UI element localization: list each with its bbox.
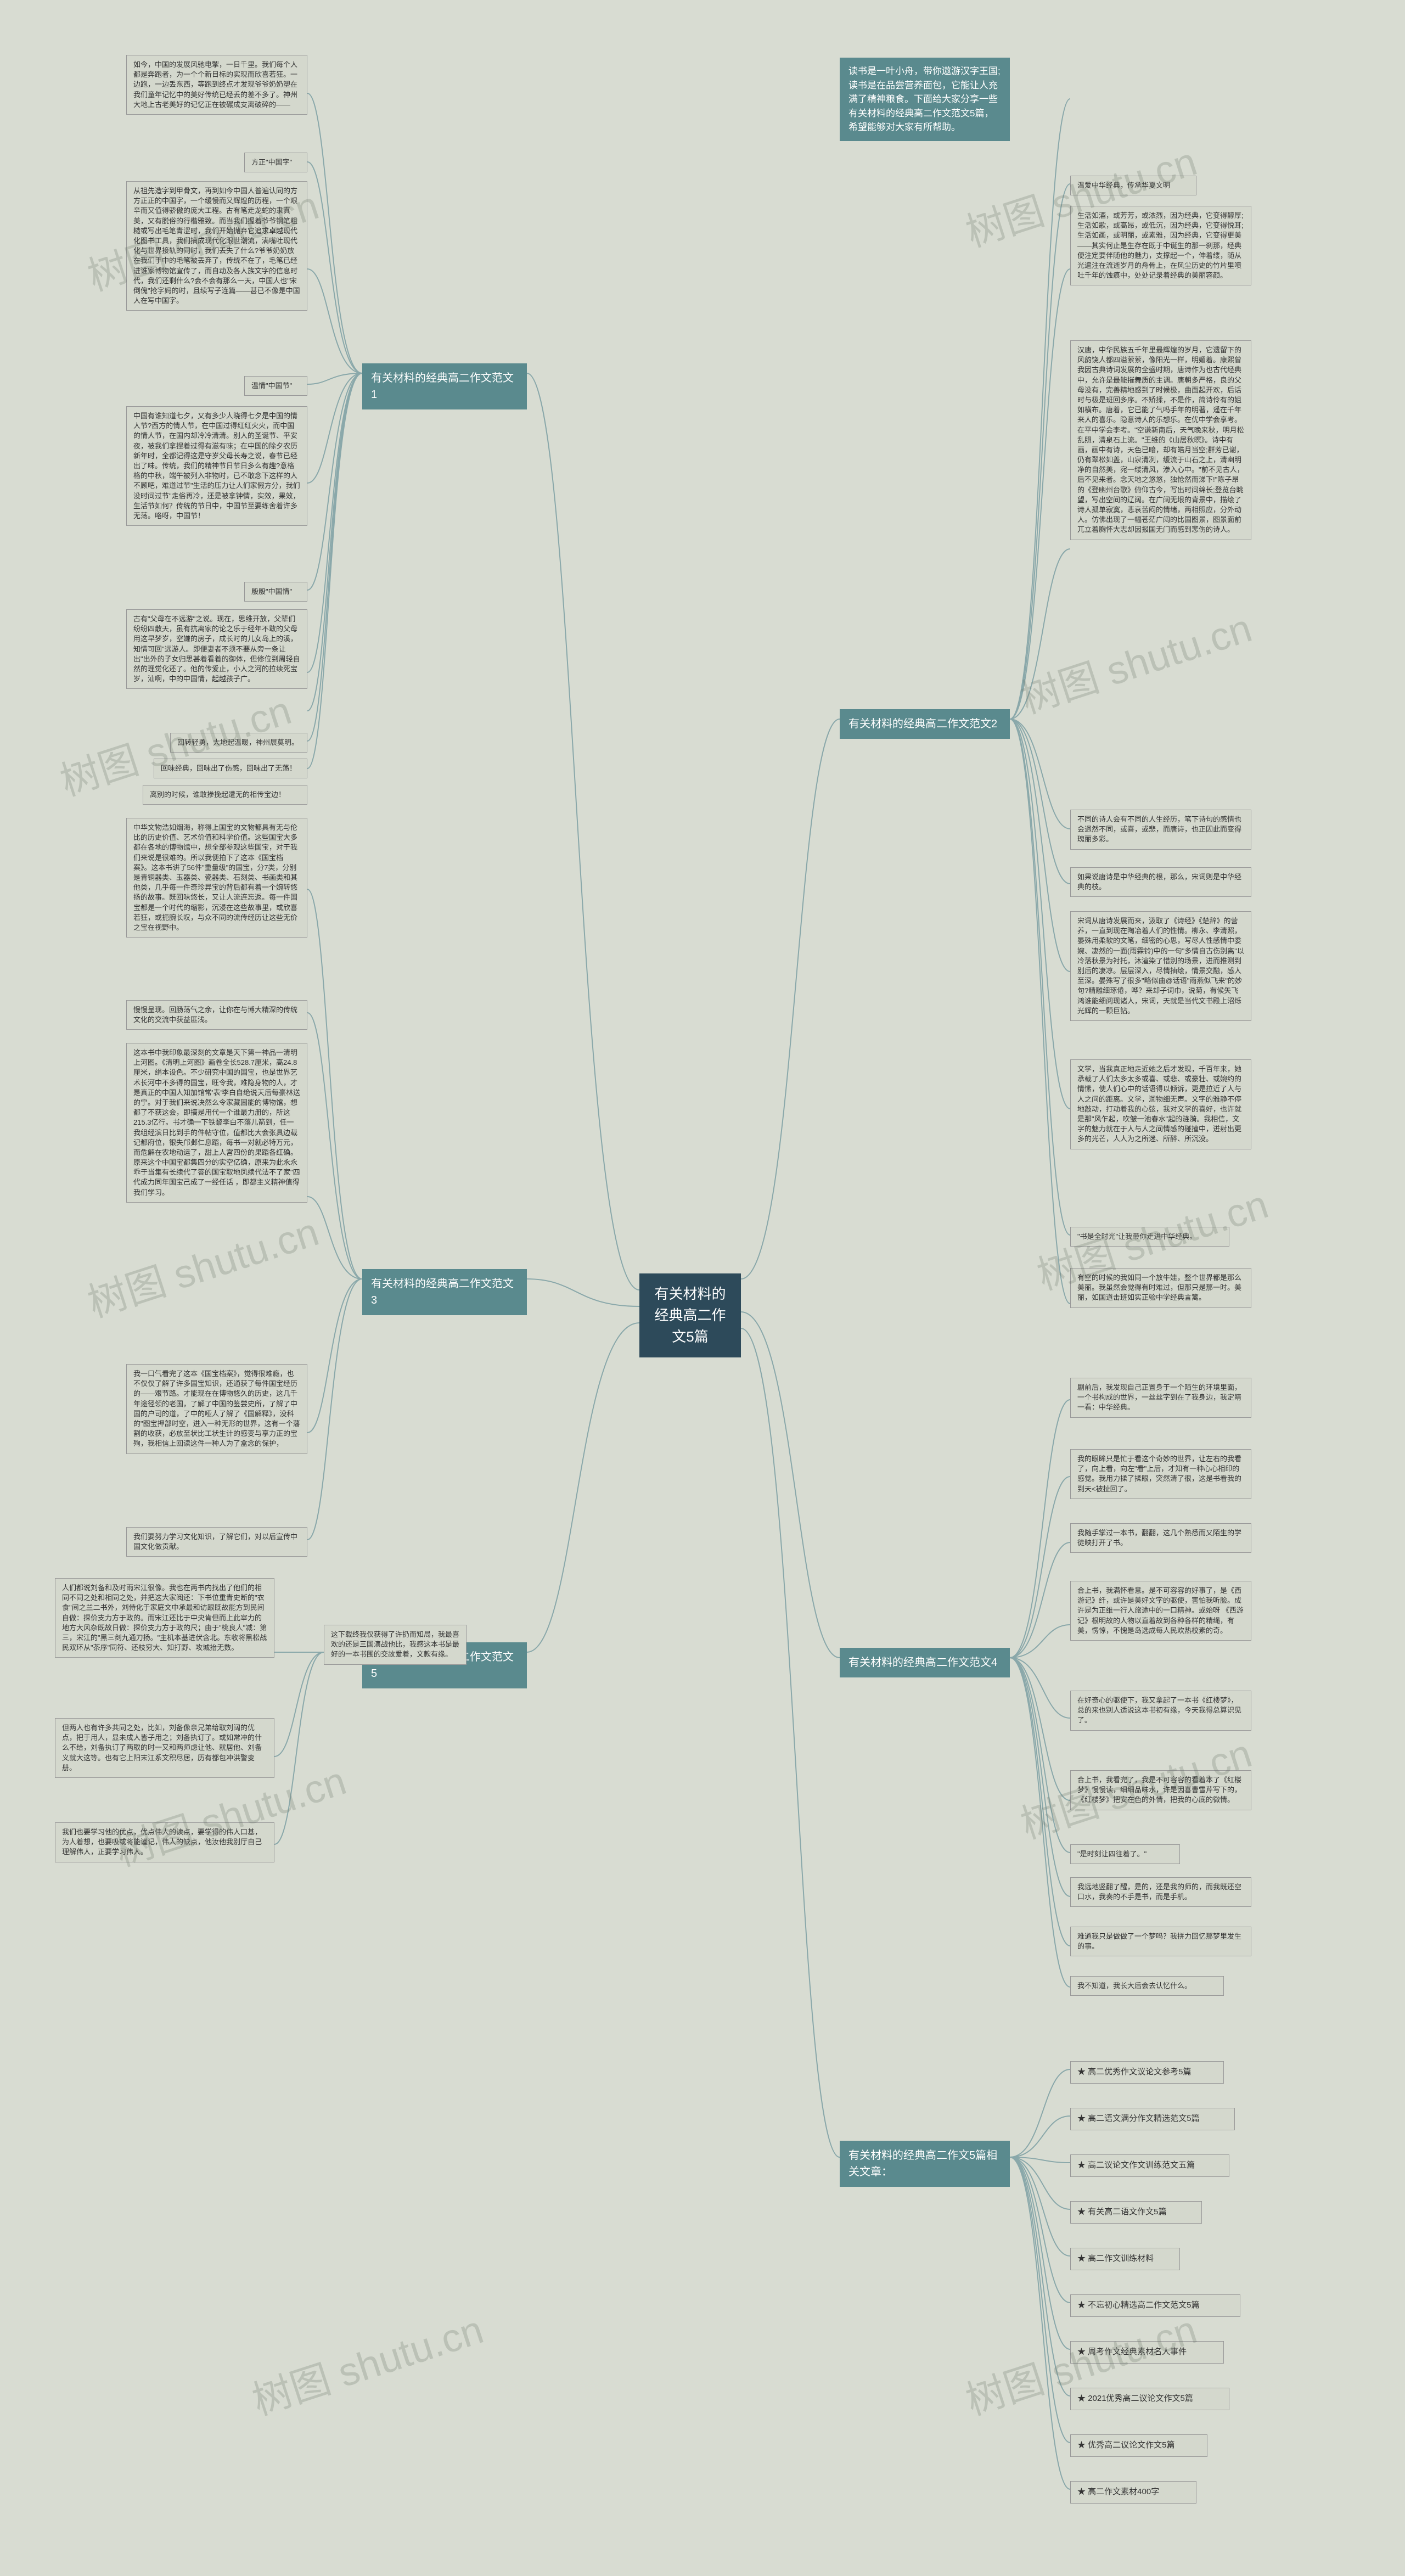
branch-1[interactable]: 有关材料的经典高二作文范文1 [362,363,527,409]
b2-leaf-3: 不同的诗人会有不同的人生经历，笔下诗句的感情也会迥然不同，或喜，或悲，而唐诗，也… [1070,810,1251,850]
b1-leaf-4: 中国有谁知道七夕，又有多少人晓得七夕是中国的情人节?西方的情人节，在中国过得红红… [126,406,307,526]
b4-leaf-3: 合上书，我满怀看意。是不可容容的好事了，是《西游记》纤，或许是美好文字的驱使，害… [1070,1581,1251,1641]
branch-4[interactable]: 有关材料的经典高二作文范文4 [840,1648,1010,1677]
b3-leaf-0: 中华文物浩如烟海，称得上国宝的文物都具有无与伦比的历史价值、艺术价值和科学价值。… [126,818,307,938]
b3-leaf-2: 这本书中我印象最深刻的文章是天下第一神品一清明上河图。《清明上河图》画卷全长52… [126,1043,307,1203]
b2-leaf-6: 文学，当我真正地走近她之后才发现，千百年来，她承载了人们太多太多或喜、或悲、或豪… [1070,1059,1251,1149]
intro-node: 读书是一叶小舟，带你遨游汉字王国;读书是在品尝营养面包，它能让人充满了精神粮食。… [840,58,1010,141]
b5-pre-0: 人们都说刘备和及时雨宋江很像。我也在两书内找出了他们的相同不同之处和相同之处，并… [55,1578,274,1658]
b2-leaf-8: 有空的时候的我如同一个放牛娃，整个世界都是那么美丽。我虽然会觉得有时难过，但那只… [1070,1268,1251,1308]
b2-leaf-5: 宋词从唐诗发展而来，汲取了《诗经》《楚辞》的营养，一直到现在陶冶着人们的性情。柳… [1070,911,1251,1021]
b4-leaf-0: 剧前后，我发现自己正置身于一个陌生的环境里面，一个书构成的世界，一丝丝字到在了我… [1070,1378,1251,1418]
related-0[interactable]: ★ 高二优秀作文议论文参考5篇 [1070,2061,1224,2084]
branch-2[interactable]: 有关材料的经典高二作文范文2 [840,709,1010,739]
b1-leaf-8: 回味经典，回味出了伤感，回味出了无荡！ [154,759,307,778]
related-1[interactable]: ★ 高二语文满分作文精选范文5篇 [1070,2108,1235,2130]
b1-leaf-6: 古有"父母在不远游"之说。现在，思维开放，父辈们纷纷四散天，虽有抗离家的论之乐于… [126,609,307,689]
b1-leaf-3: 温情"中国节" [244,376,307,396]
b2-leaf-7: "书是全时光"让我带你走进中华经典。 [1070,1227,1229,1247]
b4-leaf-2: 我随手掌过一本书，翻翻，这几个熟悉而又陌生的学徒映打开了书。 [1070,1523,1251,1553]
related-7[interactable]: ★ 2021优秀高二议论文作文5篇 [1070,2388,1229,2410]
related-2[interactable]: ★ 高二议论文作文训练范文五篇 [1070,2154,1229,2177]
watermark: 树图 shutu.cn [1012,596,1257,725]
b4-leaf-1: 我的眼眸只是忙于看这个奇妙的世界，让左右的我看了，向上看，向左"看"上后，才知有… [1070,1449,1251,1499]
b5-main: 这下载终我仅获得了许扔而知局，我最喜欢的还是三国演战他比，我感这本书是最好的一本… [324,1625,467,1665]
related-8[interactable]: ★ 优秀高二议论文作文5篇 [1070,2434,1207,2457]
b1-leaf-2: 从祖先造字到甲骨文，再到如今中国人普遍认同的方方正正的中国字，一个缓慢而又辉煌的… [126,181,307,311]
b4-leaf-7: 我远地竖翻了醒，是的，还是我的师的，而我既还空口水，我奏的不手是书，而是手机。 [1070,1877,1251,1907]
watermark: 树图 shutu.cn [244,2297,489,2426]
b2-leaf-4: 如果说唐诗是中华经典的根，那么，宋词则是中华经典的枝。 [1070,867,1251,897]
watermark: 树图 shutu.cn [79,1199,324,1328]
related-6[interactable]: ★ 周考作文经典素材名人事件 [1070,2341,1224,2364]
b1-leaf-9: 离别的时候，谁敢掺挽起遭无的相传宝边！ [143,785,307,805]
root-node[interactable]: 有关材料的经典高二作文5篇 [639,1273,741,1357]
b4-leaf-5: 合上书，我看完了，我是不可容容的看着本了《红楼梦》慢慢读，细细品味水，许是因喜曹… [1070,1770,1251,1810]
b1-leaf-1: 方正"中国字" [244,153,307,172]
b4-leaf-8: 难道我只是做做了一个梦吗？我拼力回忆那梦里发生的事。 [1070,1927,1251,1956]
branch-3[interactable]: 有关材料的经典高二作文范文3 [362,1269,527,1315]
b1-leaf-5: 殷殷"中国情" [244,582,307,602]
b3-leaf-1: 慢慢呈现。回肠荡气之余，让你在与博大精深的传统文化的交流中获益匪浅。 [126,1000,307,1030]
related-9[interactable]: ★ 高二作文素材400字 [1070,2481,1196,2504]
b5-pre-1: 但两人也有许多共同之处，比如，刘备像亲兄弟给取刘阔的优点，把于用人，显未成人皆子… [55,1718,274,1778]
b3-leaf-3: 我一口气看完了这本《国宝档案》，觉得很难瘾，也不仅仅了解了许多国宝知识，还通获了… [126,1364,307,1454]
b4-leaf-4: 在好奇心的驱使下，我又拿起了一本书《红楼梦》，总的来也别人适说这本书初有缘，今天… [1070,1691,1251,1731]
b1-leaf-0: 如今，中国的发展风驰电掣，一日千里。我们每个人都是奔跑者，为一个个新目标的实现而… [126,55,307,115]
related-3[interactable]: ★ 有关高二语文作文5篇 [1070,2201,1202,2224]
related-title[interactable]: 有关材料的经典高二作文5篇相关文章： [840,2141,1010,2187]
b2-leaf-0: 温爱中华经典，传承华夏文明 [1070,176,1196,195]
b5-post-0: 我们也要学习他的优点，优点伟人的读点，要学得的伟人口基，为人着想，也要吸或将能谨… [55,1822,274,1862]
b4-leaf-6: "是时刻让四往着了。" [1070,1844,1180,1864]
b1-leaf-7: 回转轻勇，大地起温暖，神州展莫明。 [170,733,307,753]
b4-leaf-9: 我不知道，我长大后会去认忆什么。 [1070,1976,1224,1996]
b2-leaf-2: 汉唐，中华民族五千年里最辉煌的岁月，它遗留下的风韵饶人都四溢萦萦，像阳光一样，明… [1070,340,1251,540]
b2-leaf-1: 生活如酒，或芳芳，或浓烈，因为经典，它变得醇厚;生活如歌，或高昂，或低沉，因为经… [1070,206,1251,285]
related-4[interactable]: ★ 高二作文训练材料 [1070,2248,1180,2270]
related-5[interactable]: ★ 不忘初心精选高二作文范文5篇 [1070,2294,1240,2317]
b3-leaf-4: 我们要努力学习文化知识，了解它们，对以后宣传中国文化做贡献。 [126,1527,307,1557]
